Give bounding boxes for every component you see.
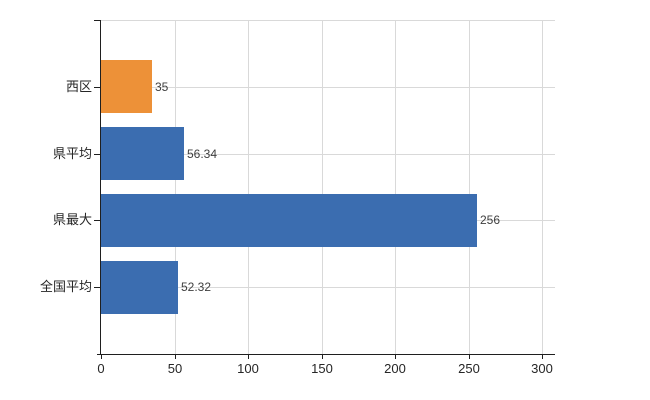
x-tick-label: 300 [531, 361, 553, 376]
x-axis-tick [469, 355, 470, 359]
value-label: 56.34 [187, 147, 218, 161]
x-gridline [469, 20, 470, 354]
y-axis-tick [94, 220, 100, 221]
plot-top-border [100, 20, 555, 21]
x-gridline [542, 20, 543, 354]
x-axis-tick [175, 355, 176, 359]
category-label: 全国平均 [39, 279, 92, 294]
value-label: 52.32 [181, 280, 212, 294]
y-gridline [101, 154, 555, 155]
x-gridline [175, 20, 176, 354]
x-axis-tick [542, 355, 543, 359]
x-tick-label: 250 [458, 361, 480, 376]
x-tick-label: 150 [311, 361, 333, 376]
bar [101, 261, 178, 314]
x-axis-tick [322, 355, 323, 359]
y-axis-line [100, 20, 101, 355]
x-axis-tick [248, 355, 249, 359]
y-gridline [101, 87, 555, 88]
bar [101, 194, 477, 247]
bar [101, 60, 152, 113]
category-label: 県最大 [52, 212, 92, 227]
bar [101, 127, 184, 180]
y-gridline [101, 287, 555, 288]
y-axis-top-tick [94, 20, 100, 21]
x-tick-label: 100 [237, 361, 259, 376]
category-label: 県平均 [52, 146, 92, 161]
value-label: 256 [480, 213, 501, 227]
x-axis-line [97, 354, 555, 355]
x-tick-label: 0 [97, 361, 105, 376]
x-tick-label: 200 [384, 361, 406, 376]
x-gridline [395, 20, 396, 354]
y-axis-tick [94, 154, 100, 155]
x-tick-label: 50 [167, 361, 183, 376]
x-axis-tick [395, 355, 396, 359]
y-axis-tick [94, 287, 100, 288]
x-axis-tick [101, 355, 102, 359]
x-gridline [322, 20, 323, 354]
y-axis-tick [94, 87, 100, 88]
value-label: 35 [155, 80, 169, 94]
x-gridline [248, 20, 249, 354]
category-label: 西区 [65, 79, 92, 94]
